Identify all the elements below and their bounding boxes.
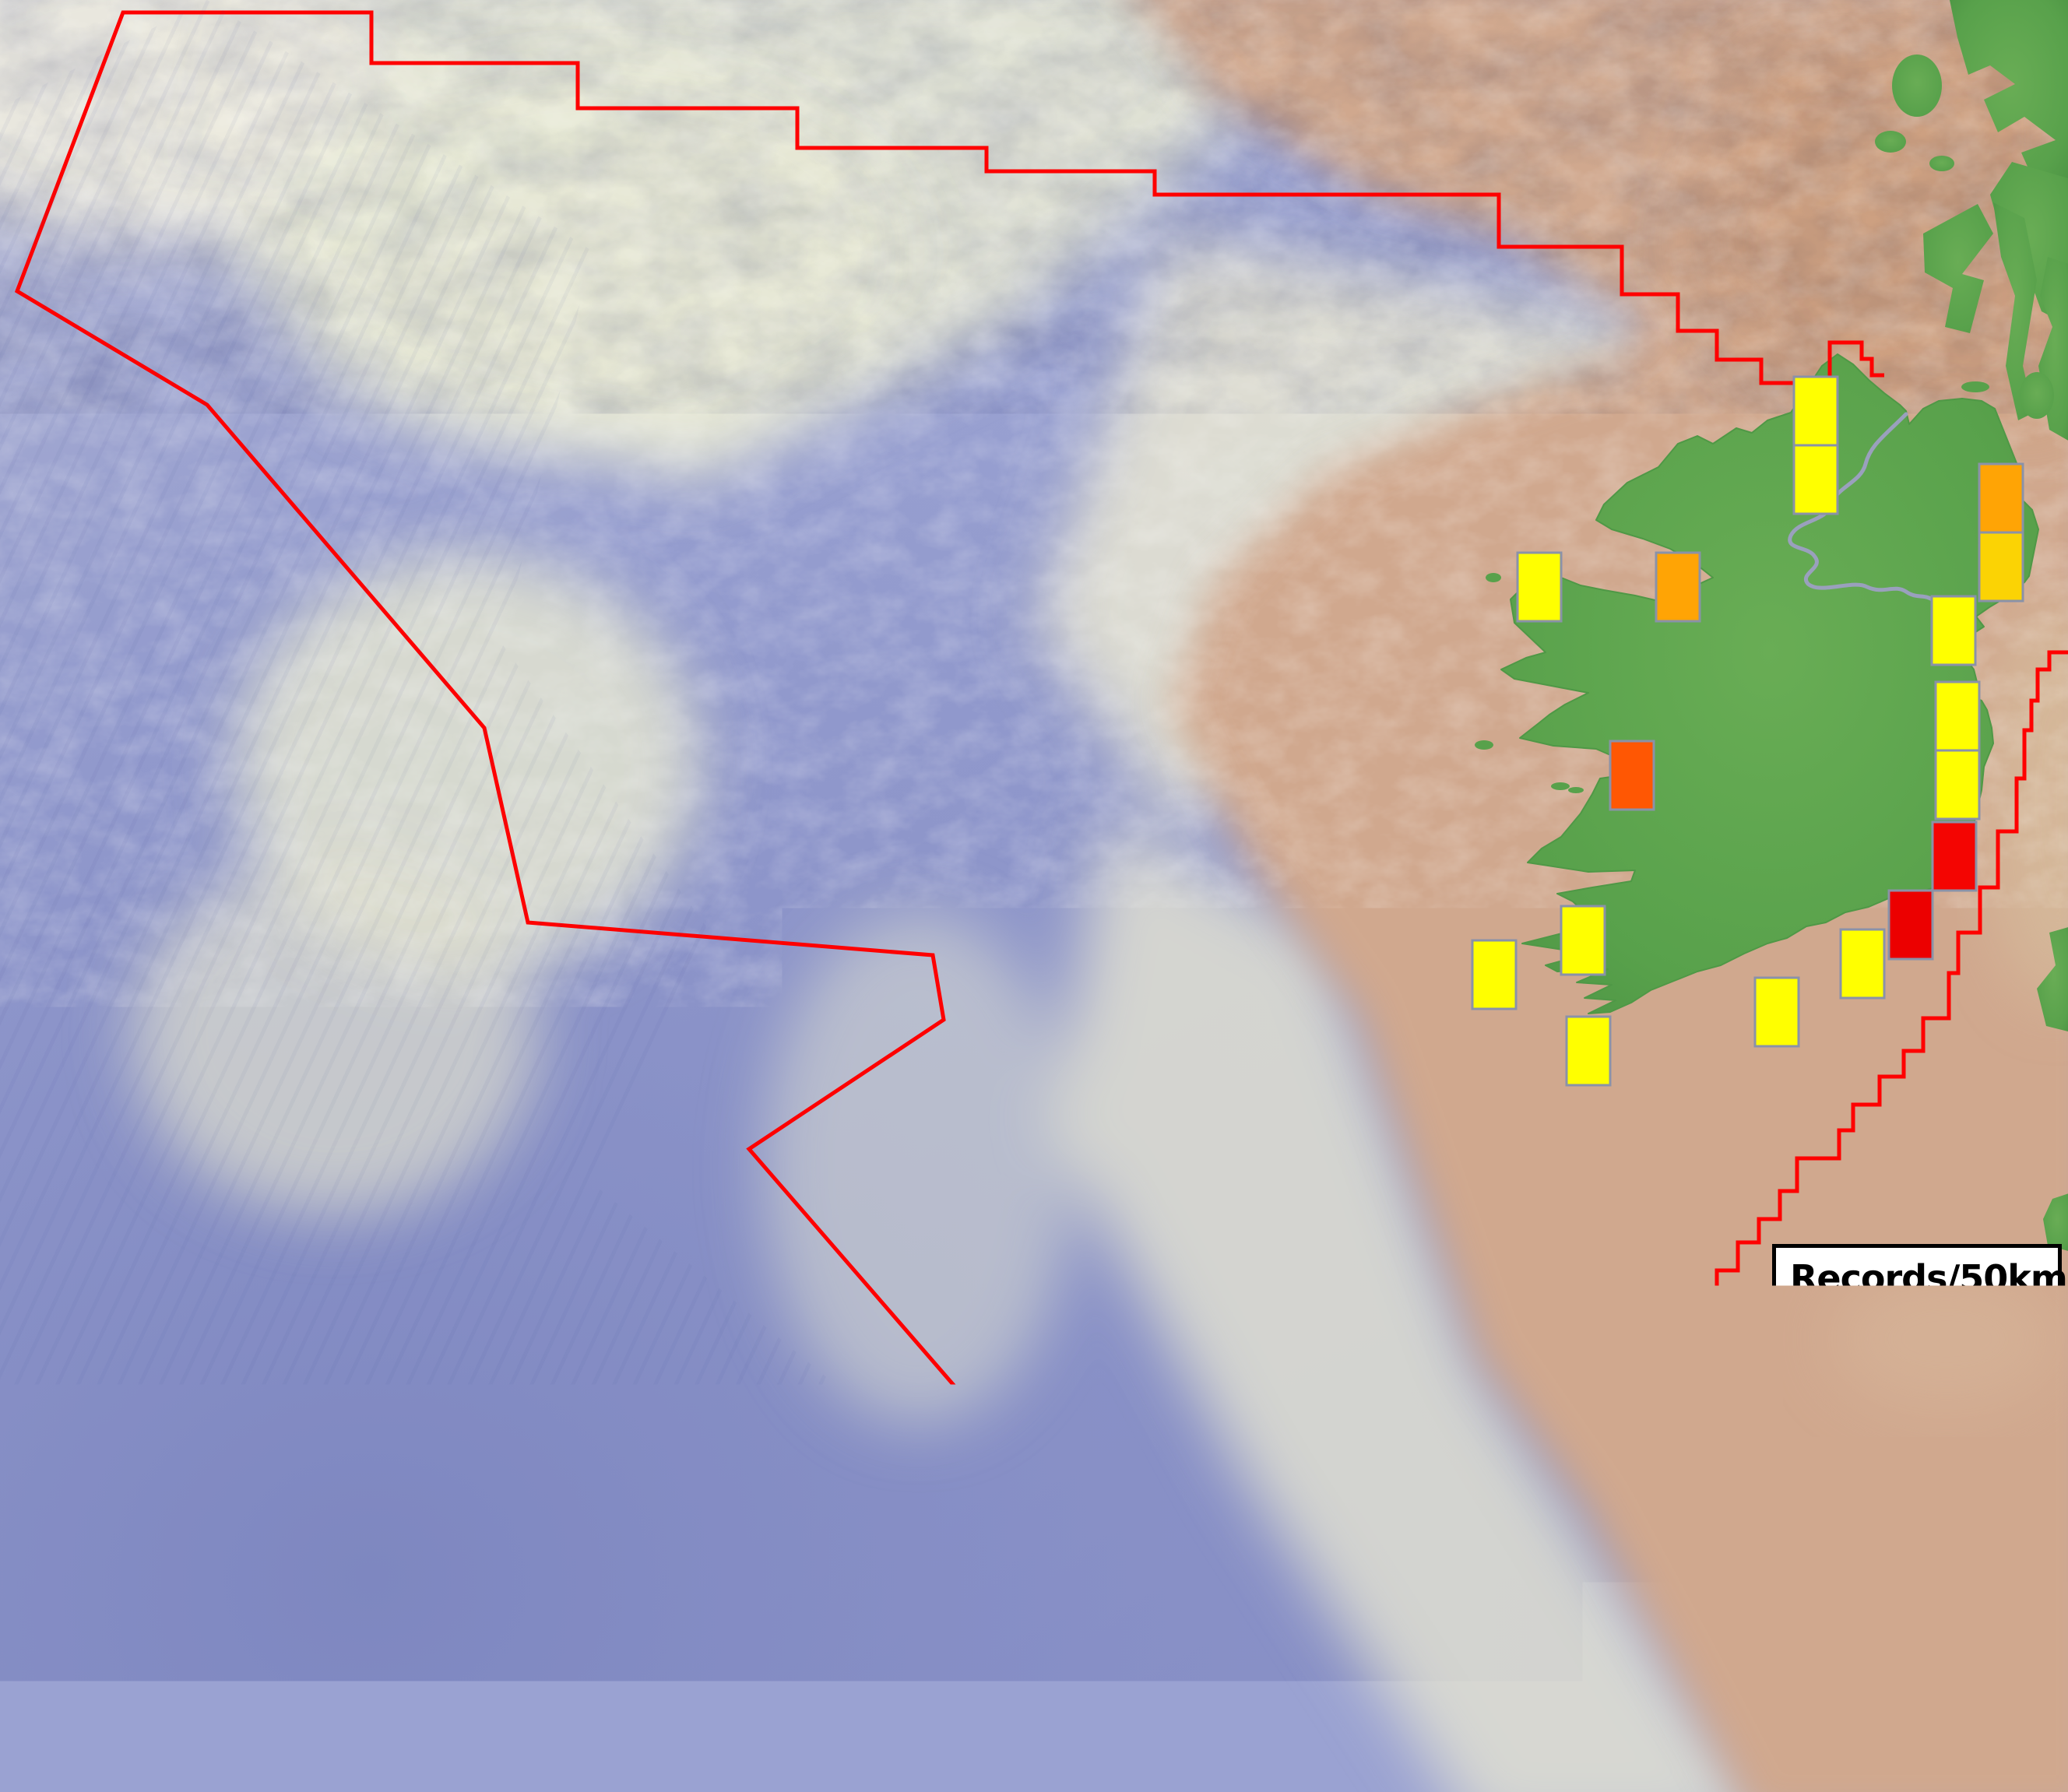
- grid-square[interactable]: [1936, 750, 1979, 819]
- logo-line-national: National: [56, 1457, 366, 1538]
- grid-square[interactable]: [1472, 940, 1516, 1009]
- legend-tick: [1849, 1651, 1863, 1653]
- legend-tick: [1776, 1499, 1790, 1502]
- legend-scale-label: 10: [1863, 1378, 1957, 1421]
- legend-scale-label: 5: [1863, 1580, 1957, 1624]
- legend-tick: [1849, 1601, 1863, 1603]
- legend-scale-label: 11: [1863, 1327, 1957, 1371]
- legend-tick: [1849, 1398, 1863, 1400]
- grid-square[interactable]: [1979, 532, 2023, 601]
- legend-scale-label: 4: [1863, 1631, 1957, 1674]
- grid-square[interactable]: [1933, 822, 1976, 891]
- legend-scale-label: 1: [1863, 1732, 1957, 1776]
- legend-colorbar: [1788, 1315, 1851, 1735]
- grid-square[interactable]: [1794, 377, 1838, 445]
- grid-square[interactable]: [1932, 596, 1975, 665]
- legend-scale-label: 8: [1863, 1428, 1957, 1472]
- legend-panel: Records/50km 11 10 8 7 6 5 4 2 1: [1772, 1244, 2062, 1784]
- arran-island: [2020, 372, 2054, 419]
- grid-square[interactable]: [1936, 682, 1979, 750]
- legend-tick: [1776, 1601, 1790, 1603]
- legend-tick: [1776, 1449, 1790, 1451]
- legend-scale-label: 2: [1863, 1681, 1957, 1725]
- grid-square[interactable]: [1656, 553, 1700, 621]
- legend-title: Records/50km: [1790, 1257, 2047, 1299]
- grid-square[interactable]: [1610, 741, 1654, 810]
- grid-square[interactable]: [1567, 1017, 1610, 1085]
- legend-tick: [1776, 1702, 1790, 1704]
- legend-tick: [1776, 1651, 1790, 1653]
- legend-scale-label: 6: [1863, 1530, 1957, 1573]
- rathlin-island: [1961, 381, 1989, 392]
- legend-scale-label: 7: [1863, 1479, 1957, 1523]
- logo-hexagon-cluster: [433, 1389, 737, 1747]
- legend-tick: [1776, 1550, 1790, 1552]
- grid-square[interactable]: [1979, 464, 2023, 532]
- grid-square[interactable]: [1518, 553, 1561, 621]
- legend-tick: [1849, 1499, 1863, 1502]
- grid-square[interactable]: [1561, 906, 1605, 975]
- grid-square[interactable]: [1841, 929, 1884, 998]
- nbdc-logo: National Biodiversity Data Centre Docume…: [0, 1386, 934, 1790]
- grid-square[interactable]: [1889, 891, 1933, 959]
- legend-tick: [1849, 1702, 1863, 1704]
- legend-tick: [1849, 1550, 1863, 1552]
- legend-tick: [1849, 1449, 1863, 1451]
- map-viewport: Records/50km 11 10 8 7 6 5 4 2 1 National Biodiv…: [0, 0, 2068, 1792]
- grid-square[interactable]: [1755, 978, 1799, 1046]
- legend-tick: [1776, 1398, 1790, 1400]
- grid-square[interactable]: [1794, 445, 1838, 514]
- logo-line-data-centre: Data Centre: [56, 1647, 498, 1728]
